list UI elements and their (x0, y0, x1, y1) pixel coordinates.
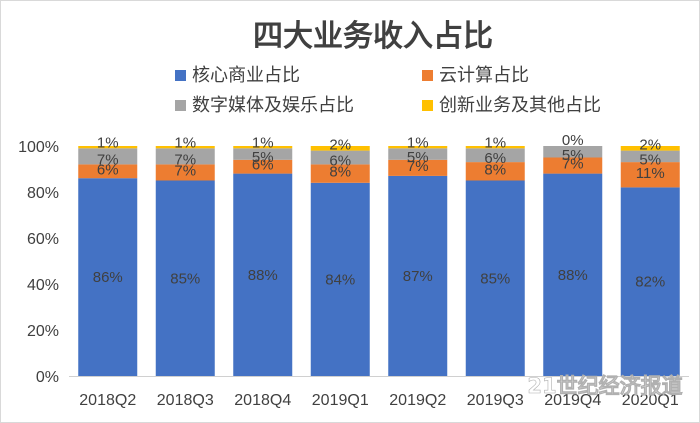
x-tick-label: 2019Q4 (544, 392, 601, 409)
bar-segment (310, 150, 370, 165)
data-label: 0% (562, 132, 584, 149)
x-tick-label: 2018Q4 (234, 392, 291, 409)
data-label: 7% (562, 156, 584, 173)
bar-segment (388, 159, 448, 176)
data-label: 1% (97, 134, 119, 151)
data-label: 2% (329, 137, 351, 154)
bar-segment (155, 148, 215, 165)
bar-segment (388, 146, 448, 149)
x-axis: 2018Q2 2018Q3 2018Q4 2019Q1 2019Q2 2019Q3 2019… (69, 376, 689, 409)
bar-segment (155, 146, 215, 149)
x-tick-label: 2019Q1 (312, 392, 369, 409)
y-tick-label: 100% (18, 139, 59, 156)
bar-segment (155, 164, 215, 181)
bar-segment (78, 178, 138, 376)
data-label: 5% (252, 149, 274, 166)
data-label: 8% (484, 161, 506, 178)
data-label: 5% (562, 147, 584, 164)
data-label: 1% (484, 134, 506, 151)
bar-segment (155, 180, 215, 376)
y-tick-label: 60% (27, 231, 59, 248)
legend-label-2: 云计算占比 (439, 65, 529, 86)
data-label: 7% (407, 158, 429, 175)
data-label: 84% (325, 271, 355, 288)
legend-swatch-3 (175, 100, 186, 111)
data-label: 82% (635, 274, 665, 291)
bar-segment (233, 173, 293, 376)
bar-segment (620, 162, 680, 188)
y-tick-label: 40% (27, 277, 59, 294)
bar-segment (310, 146, 370, 151)
data-label: 7% (97, 151, 119, 168)
legend-label-1: 核心商业占比 (192, 65, 300, 86)
bar-segment (78, 146, 138, 149)
bar-segment (465, 146, 525, 149)
bar-segment (620, 187, 680, 376)
bar-segment (388, 175, 448, 376)
data-label: 11% (636, 165, 665, 182)
y-axis: 0% 20% 40% 60% 80% 100% (18, 139, 59, 386)
bar-segment (233, 159, 293, 174)
data-label: 85% (480, 270, 510, 287)
bars: 86%6%7%1%85%7%7%1%88%6%5%1%84%8%6%2%87%7… (78, 132, 680, 376)
bar-segment (233, 148, 293, 160)
data-label: 1% (174, 134, 196, 151)
data-label: 87% (403, 268, 433, 285)
bar-segment (388, 148, 448, 160)
data-label: 8% (329, 164, 351, 181)
x-tick-label: 2018Q2 (79, 392, 136, 409)
y-tick-label: 20% (27, 323, 59, 340)
bar-segment (543, 173, 603, 376)
data-label: 6% (97, 161, 119, 178)
chart-title: 四大业务收入占比 (253, 19, 493, 54)
x-tick-label: 2019Q2 (389, 392, 446, 409)
legend-swatch-2 (422, 70, 433, 81)
bar-segment (543, 146, 603, 158)
data-label: 1% (407, 134, 429, 151)
legend-swatch-1 (175, 70, 186, 81)
x-tick-label: 2018Q3 (157, 392, 214, 409)
bar-segment (233, 146, 293, 149)
data-label: 88% (558, 267, 588, 284)
bar-segment (620, 150, 680, 163)
data-label: 88% (248, 267, 278, 284)
bar-segment (310, 164, 370, 183)
data-label: 86% (93, 269, 123, 286)
bar-segment (465, 180, 525, 376)
data-label: 7% (174, 162, 196, 179)
legend-label-4: 创新业务及其他占比 (439, 95, 601, 116)
bar-segment (465, 162, 525, 181)
data-label: 1% (252, 134, 274, 151)
watermark: 21世纪经济报道 (527, 374, 682, 398)
data-label: 6% (484, 150, 506, 167)
y-tick-label: 0% (36, 369, 59, 386)
data-label: 85% (170, 270, 200, 287)
x-tick-label: 2019Q3 (467, 392, 524, 409)
data-label: 5% (407, 149, 429, 166)
data-label: 7% (174, 151, 196, 168)
legend-swatch-4 (422, 100, 433, 111)
legend-label-3: 数字媒体及娱乐占比 (192, 95, 354, 116)
bar-segment (620, 146, 680, 151)
bar-segment (543, 157, 603, 174)
bar-segment (310, 182, 370, 376)
bar-segment (78, 164, 138, 179)
bar-segment (465, 148, 525, 163)
bar-segment (78, 148, 138, 165)
x-tick-label: 2020Q1 (622, 392, 679, 409)
data-label: 5% (639, 151, 661, 168)
data-label: 2% (639, 137, 661, 154)
data-label: 6% (329, 153, 351, 170)
data-label: 6% (252, 157, 274, 174)
y-tick-label: 80% (27, 185, 59, 202)
